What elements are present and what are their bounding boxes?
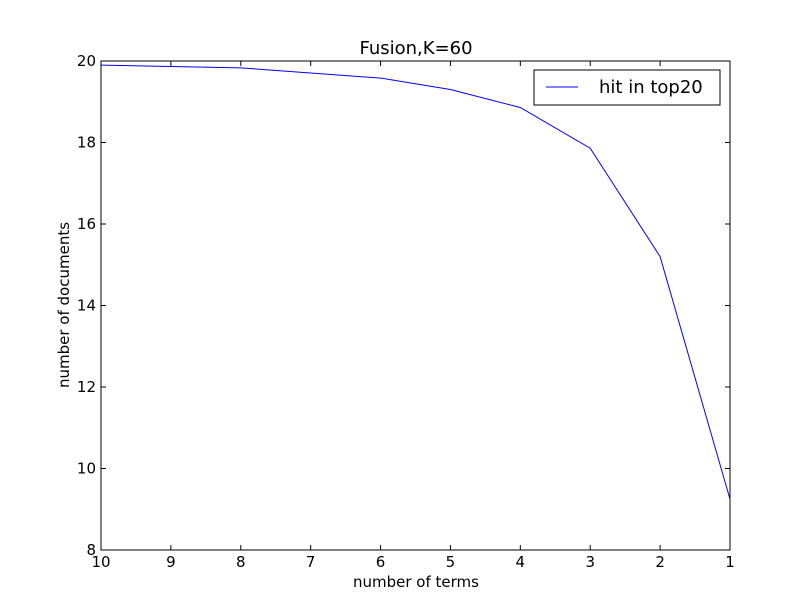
y-tick-label: 12 xyxy=(77,378,96,396)
legend: hit in top20 xyxy=(533,69,721,106)
x-tick-label: 7 xyxy=(306,553,316,571)
y-axis-label: number of documents xyxy=(55,222,73,388)
y-tick-label: 16 xyxy=(77,215,96,233)
x-tick-label: 5 xyxy=(446,553,456,571)
x-tick-label: 4 xyxy=(516,553,526,571)
series-line-0 xyxy=(100,64,731,500)
x-tick-label: 10 xyxy=(91,553,110,571)
x-tick-label: 2 xyxy=(655,553,665,571)
x-tick-label: 8 xyxy=(236,553,246,571)
x-tick-label: 6 xyxy=(376,553,386,571)
legend-label: hit in top20 xyxy=(599,77,703,98)
x-axis-label: number of terms xyxy=(353,573,479,591)
y-tick-label: 14 xyxy=(77,297,96,315)
x-tick-label: 9 xyxy=(166,553,176,571)
y-tick-label: 18 xyxy=(77,134,96,152)
series-layer xyxy=(100,64,731,500)
y-tick-label: 8 xyxy=(86,541,96,559)
x-tick-label: 3 xyxy=(585,553,595,571)
x-tick-label: 1 xyxy=(725,553,735,571)
chart-title: Fusion,K=60 xyxy=(359,38,472,59)
y-tick-label: 20 xyxy=(77,52,96,70)
y-tick-label: 10 xyxy=(77,460,96,478)
plot-area xyxy=(101,61,730,550)
